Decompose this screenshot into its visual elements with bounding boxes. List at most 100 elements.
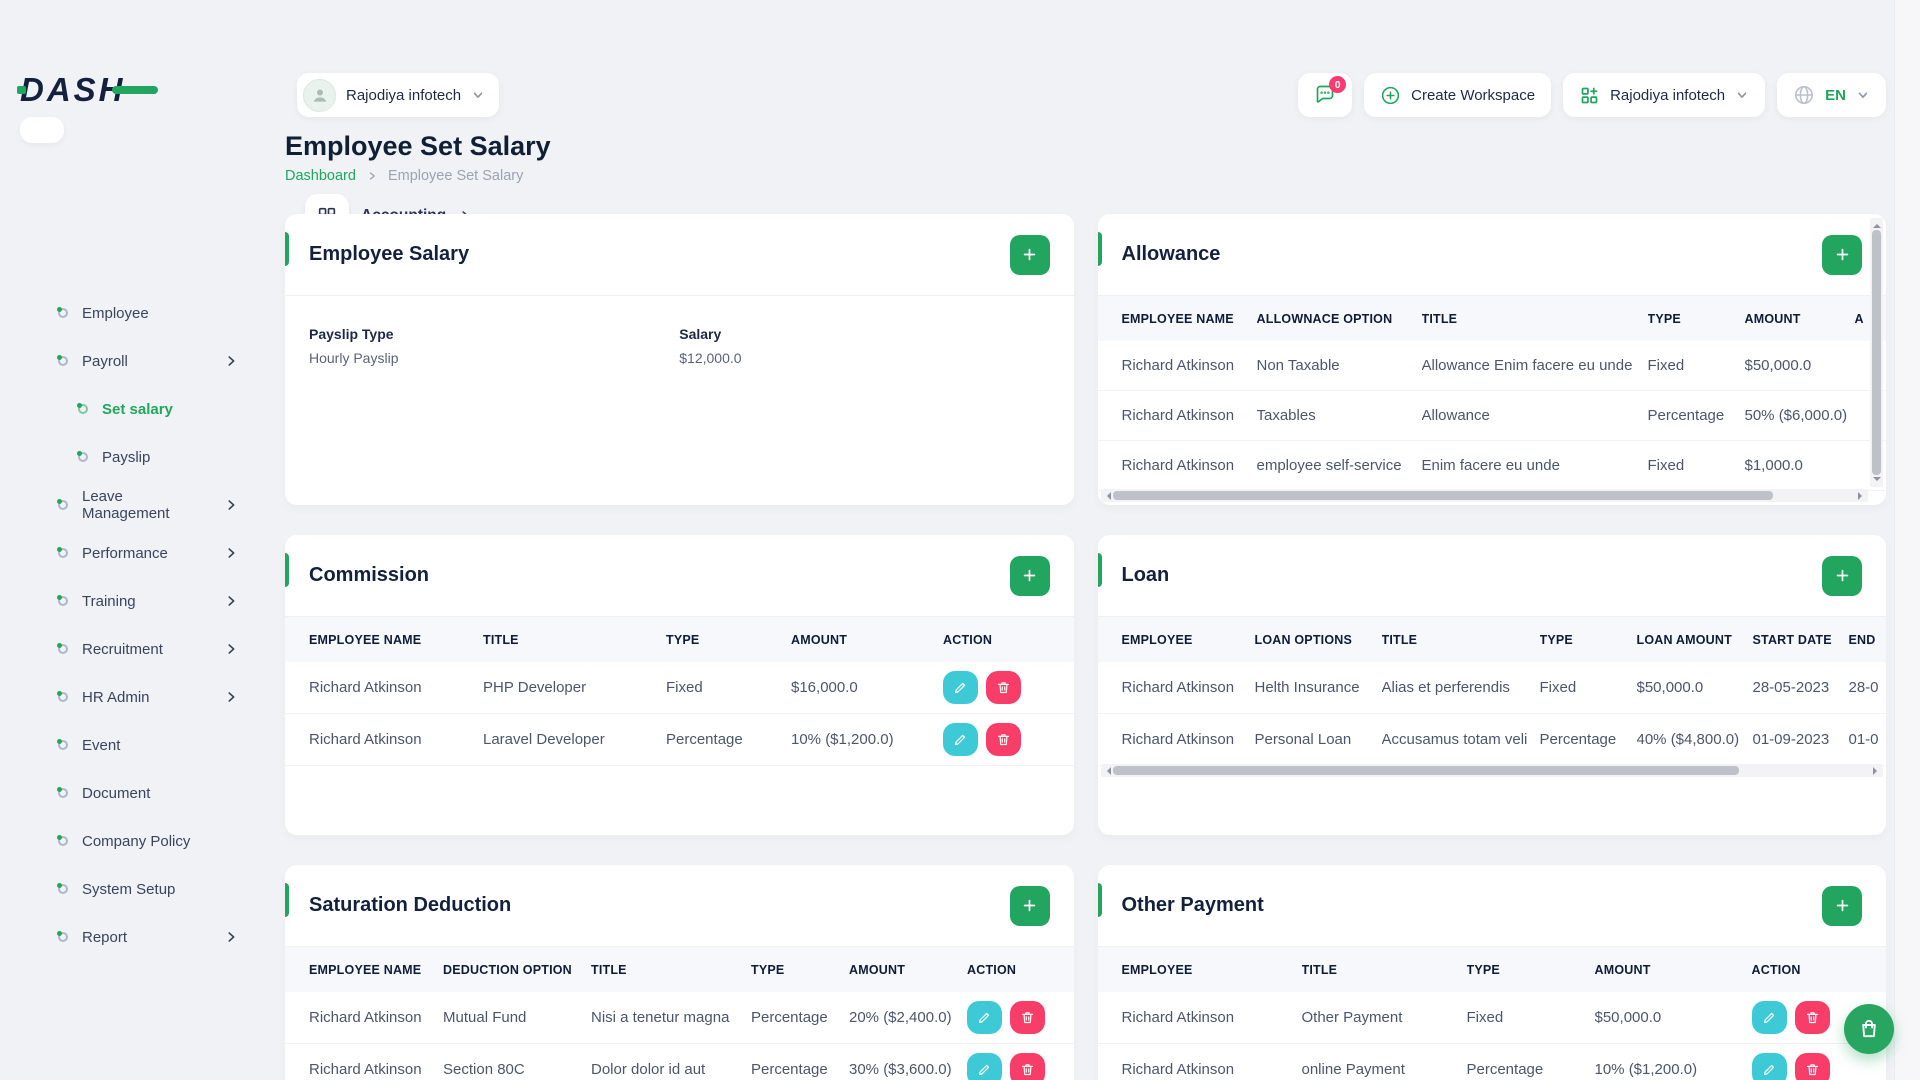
delete-button[interactable] <box>1794 1001 1830 1034</box>
table-row: Richard Atkinson online Payment Percentage… <box>1098 1044 1887 1080</box>
card-accent-bar <box>1097 232 1102 266</box>
sidebar-item-system-setup[interactable]: System Setup <box>20 865 238 913</box>
table-cell: Richard Atkinson <box>309 679 422 696</box>
pencil-icon <box>978 1064 990 1076</box>
sidebar-item-employee[interactable]: Employee <box>20 289 238 337</box>
plus-icon <box>1836 569 1848 582</box>
column-header: AMOUNT <box>1594 962 1651 977</box>
vertical-scrollbar[interactable] <box>1870 218 1883 487</box>
sidebar-item-label: System Setup <box>82 880 176 898</box>
logo[interactable]: DASH <box>17 71 170 108</box>
delete-button[interactable] <box>1010 1001 1045 1034</box>
sidebar-item-company-policy[interactable]: Company Policy <box>20 817 238 865</box>
bullet-icon <box>57 499 68 510</box>
edit-button[interactable] <box>943 723 978 756</box>
horizontal-scrollbar[interactable] <box>1100 489 1868 502</box>
row-actions <box>943 671 1074 704</box>
main-content: Rajodiya infotech 0 Create Workspace Raj… <box>285 0 1886 1080</box>
sidebar-item-set-salary[interactable]: Set salary <box>20 385 238 433</box>
sidebar-item-hr-admin[interactable]: HR Admin <box>20 673 238 721</box>
plus-icon <box>1836 899 1848 912</box>
sidebar-item-leave-management[interactable]: Leave Management <box>20 481 238 529</box>
messages-button[interactable]: 0 <box>1298 73 1353 117</box>
chevron-right-icon <box>224 354 238 368</box>
table-cell: $50,000.0 <box>1636 679 1704 696</box>
edit-button[interactable] <box>1751 1001 1787 1034</box>
bullet-icon <box>77 403 88 414</box>
table-row: Richard Atkinson Personal Loan Accusamus t… <box>1097 714 1886 766</box>
sidebar-item-payslip[interactable]: Payslip <box>20 433 238 481</box>
company-name: Rajodiya infotech <box>1610 86 1726 104</box>
add-button[interactable] <box>1822 555 1862 596</box>
column-header: TYPE <box>1647 311 1681 326</box>
sidebar-item-performance[interactable]: Performance <box>20 529 238 577</box>
card-other-payment: Other Payment EMPLOYEE TITLE TYPE AMOUNT ACT… <box>1097 865 1887 1080</box>
edit-button[interactable] <box>967 1053 1002 1080</box>
plus-icon <box>1023 569 1036 582</box>
floating-cart-button[interactable] <box>1844 1004 1894 1054</box>
card-loan: Loan EMPLOYEE LOAN OPTIONS TITLE TYPE LOAN A… <box>1097 535 1886 835</box>
card-title: Saturation Deduction <box>309 894 512 916</box>
table-cell: Percentage <box>751 1009 828 1026</box>
chevron-down-icon <box>471 88 485 102</box>
logo-dash-accent <box>112 86 158 94</box>
add-button[interactable] <box>1822 234 1862 275</box>
table-cell: Richard Atkinson <box>309 731 422 748</box>
company-selector[interactable]: Rajodiya infotech <box>1563 73 1766 117</box>
table-cell: Fixed <box>1539 679 1577 696</box>
add-button[interactable] <box>1009 234 1050 275</box>
card-saturation-deduction: Saturation Deduction EMPLOYEE NAME DEDUCT… <box>285 865 1074 1080</box>
delete-button[interactable] <box>1794 1053 1830 1080</box>
workspace-name: Rajodiya infotech <box>346 86 462 104</box>
workspace-selector[interactable]: Rajodiya infotech <box>297 73 500 117</box>
trash-icon <box>997 734 1010 746</box>
language-selector[interactable]: EN <box>1777 73 1886 117</box>
create-workspace-button[interactable]: Create Workspace <box>1364 73 1552 117</box>
breadcrumb-dashboard-link[interactable]: Dashboard <box>285 168 356 184</box>
edit-button[interactable] <box>967 1001 1002 1034</box>
table-cell: 50% ($6,000.0) <box>1744 407 1848 424</box>
column-header: EMPLOYEE NAME <box>309 632 422 647</box>
column-header: LOAN OPTIONS <box>1254 632 1353 647</box>
topbar: Rajodiya infotech 0 Create Workspace Raj… <box>285 73 1886 117</box>
table-cell: Personal Loan <box>1254 731 1352 748</box>
topbar-actions: 0 Create Workspace Rajodiya infotech EN <box>1298 73 1886 117</box>
sidebar-item-label: Recruitment <box>82 640 163 658</box>
logo-text: DASH <box>20 71 126 108</box>
table-cell: Richard Atkinson <box>1121 457 1235 474</box>
add-button[interactable] <box>1009 885 1050 926</box>
table-cell: Section 80C <box>443 1061 525 1078</box>
table-cell: Richard Atkinson <box>1121 407 1235 424</box>
delete-button[interactable] <box>986 723 1021 756</box>
edit-button[interactable] <box>1751 1053 1787 1080</box>
plus-icon <box>1023 248 1036 261</box>
table-cell: Laravel Developer <box>483 731 605 748</box>
delete-button[interactable] <box>986 671 1021 704</box>
sidebar-item-training[interactable]: Training <box>20 577 238 625</box>
table-cell: Other Payment <box>1301 1009 1403 1026</box>
sidebar-item-report[interactable]: Report <box>20 913 238 961</box>
sidebar-item-document[interactable]: Document <box>20 769 238 817</box>
column-header: ACTION <box>943 632 993 647</box>
chevron-right-icon <box>224 690 238 704</box>
add-button[interactable] <box>1009 555 1050 596</box>
table-cell: 40% ($4,800.0) <box>1636 731 1740 748</box>
horizontal-scrollbar[interactable] <box>1100 764 1883 777</box>
page-scrollbar[interactable] <box>1894 0 1920 1080</box>
add-button[interactable] <box>1822 885 1862 926</box>
card-commission: Commission EMPLOYEE NAME TITLE TYPE AMOUNT A… <box>285 535 1074 835</box>
edit-button[interactable] <box>943 671 978 704</box>
create-workspace-label: Create Workspace <box>1411 86 1536 104</box>
logo-dot-accent <box>17 86 26 94</box>
sidebar-item-payroll[interactable]: Payroll <box>20 337 238 385</box>
card-accent-bar <box>1097 553 1102 587</box>
sidebar-item-recruitment[interactable]: Recruitment <box>20 625 238 673</box>
pencil-icon <box>1763 1012 1774 1024</box>
sidebar-item-event[interactable]: Event <box>20 721 238 769</box>
pencil-icon <box>954 734 966 746</box>
column-header: END <box>1848 632 1876 647</box>
table-header-row: EMPLOYEE NAME ALLOWNACE OPTION TITLE TYPE AM… <box>1097 296 1886 341</box>
delete-button[interactable] <box>1010 1053 1045 1080</box>
table-cell: 01-0 <box>1848 731 1879 748</box>
table-cell: $50,000.0 <box>1744 357 1812 374</box>
